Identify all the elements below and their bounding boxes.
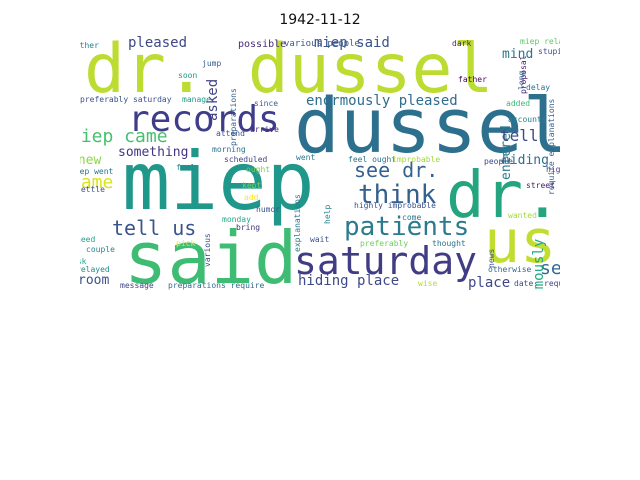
word-people: people [484,157,513,166]
word-help: help [323,204,332,224]
word-monday: monday [222,215,251,224]
word-records: records [128,99,280,140]
word-preparations-require: preparations require [168,281,265,290]
word-otherwise: otherwise [488,265,532,274]
word-humor: humor [256,205,281,214]
word-street: street [526,181,555,190]
word-enormously-pleased: enormously pleased [306,93,458,109]
word-came: came [80,172,114,193]
word-preferably-saturday: preferably saturday [80,95,172,104]
word-stupid: stupid [538,47,560,56]
word-ask: ask [80,257,87,266]
word-various: various [203,233,212,267]
word-highly: highly [546,165,560,174]
word-mind: mind [502,47,534,62]
word-dussel: dussel [294,81,560,170]
word-saturday: saturday [294,239,478,283]
word-miep-went: miep went [80,167,114,176]
word-jump: jump [202,59,222,68]
word-manage: manage [182,95,211,104]
word-thought: thought [432,239,466,248]
word-date: date [514,279,534,288]
word-wait: wait [310,235,330,244]
word-ought: ought [246,165,271,174]
word-come: come [402,213,422,222]
word-hiding-place: hiding place [298,273,400,289]
word-scheduled: scheduled [224,155,268,164]
word-bring: bring [236,223,261,232]
word-moment: moment [80,97,84,145]
word-feel-ought: feel ought [348,155,397,164]
word-kept: kept [242,181,262,190]
word-tell: tell [500,126,539,145]
word-knew: knew [80,153,102,168]
word-miep-relayed: miep relayed [520,37,560,46]
word-explanations: explanations [293,193,302,252]
word-add: add [244,193,259,202]
word-cloud: dr. dussel dussel miep records dr. us said satu… [80,36,560,290]
word-preferably: preferably [360,239,409,248]
word-patients: patients [344,212,470,242]
word-room: room [80,273,110,288]
word-need: need [80,235,96,244]
word-arrive: arrive [250,125,279,134]
word-accounts: accounts [508,115,547,124]
word-either: either [80,41,99,50]
word-possible: possible [238,39,287,50]
plot-title: 1942-11-12 [279,12,361,28]
word-us: us [484,207,557,277]
word-attend: attend [216,129,245,138]
word-long: long [517,70,526,90]
word-pleased: pleased [128,36,188,51]
word-miep-came: miep came [80,126,168,147]
word-see: see [540,258,560,279]
word-went: went [296,153,316,162]
word-said: said [124,216,298,290]
word-since: since [254,99,279,108]
word-delay: delay [526,83,551,92]
word-couple: couple [86,245,115,254]
word-place: place [468,275,511,290]
word-pick: pick [176,239,196,248]
word-hiding: hiding [502,153,549,168]
word-settle: settle [80,185,105,194]
word-various-people: various people [284,39,360,49]
word-require: require [544,279,560,288]
word-improbable: improbable [392,155,441,164]
word-message: message [120,281,154,290]
word-dr-dussel: dr. dussel [84,36,494,109]
word-think: think [358,180,437,210]
word-highly-improbable: highly improbable [354,201,436,210]
word-added: added [506,99,531,108]
word-miep-said: miep said [314,36,390,51]
word-something: something [118,145,189,160]
word-miep: miep [122,135,315,228]
word-wise: wise [418,279,438,288]
word-dr: dr. [446,159,560,233]
word-morning: morning [212,145,246,154]
word-feel: feel [176,163,196,172]
word-dark: dark [452,39,472,48]
word-relayed: relayed [80,265,110,274]
word-soon: soon [178,71,198,80]
word-tell-us: tell us [112,216,197,240]
word-father: father [458,75,487,84]
word-see-dr: see dr. [354,158,439,182]
word-wanted: wanted [508,211,537,220]
